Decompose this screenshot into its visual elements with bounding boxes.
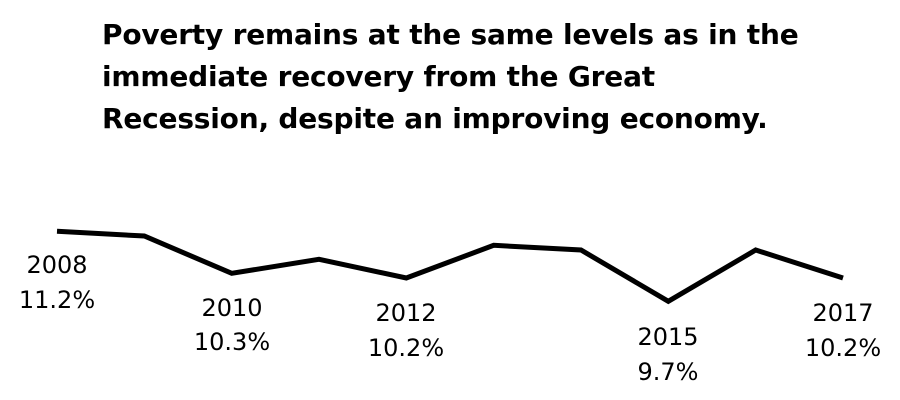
value-label-2017: 10.2% [805, 334, 881, 362]
year-label-2017: 2017 [812, 299, 873, 327]
year-label-2012: 2012 [375, 299, 436, 327]
value-label-2010: 10.3% [194, 328, 270, 356]
line-layer [56, 228, 844, 305]
value-label-2008: 11.2% [19, 286, 95, 314]
label-layer: 2008 11.2% 2010 10.3% 2012 10.2% 2015 9.7% 2017 1… [19, 251, 881, 386]
value-label-2012: 10.2% [368, 334, 444, 362]
year-label-2015: 2015 [637, 323, 698, 351]
year-label-2008: 2008 [26, 251, 87, 279]
year-label-2010: 2010 [201, 294, 262, 322]
poverty-rate-line [56, 228, 844, 305]
value-label-2015: 9.7% [638, 358, 699, 386]
chart-title: Poverty remains at the same levels as in… [102, 18, 799, 135]
